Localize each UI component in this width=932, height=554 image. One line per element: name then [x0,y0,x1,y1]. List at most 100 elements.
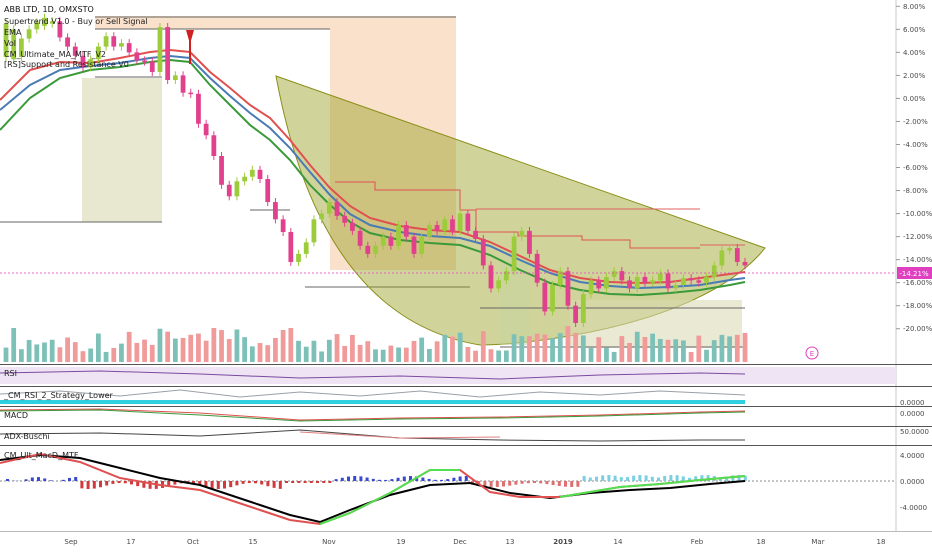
candle-body [650,280,655,282]
volume-bar [612,352,617,362]
volume-bar [458,333,463,362]
volume-bar [342,346,347,362]
candle-body [296,254,301,262]
histogram-bar [638,475,641,481]
volume-bar [134,343,139,362]
histogram-bar [235,481,238,485]
x-tick-label: Dec [453,538,467,546]
cmrsi-label[interactable]: _CM_RSI_2_Strategy_Lower [3,391,114,400]
indicator-label-2[interactable]: Vol [4,39,16,48]
volume-bar [50,340,55,362]
candle-body [127,43,132,52]
cmrsi-band [0,400,745,404]
candle-body [342,216,347,223]
candle-body [619,271,624,280]
volume-bar [188,335,193,362]
y-tick-label: -18.00% [903,302,932,310]
volume-bar [527,336,532,362]
candle-body [165,27,170,80]
adx-tick: 50.0000 [900,428,929,436]
histogram-bar [539,481,542,483]
volume-bar [34,344,39,362]
y-tick-label: -20.00% [903,325,932,333]
rsi-band [0,367,896,384]
volume-bar [365,341,370,362]
histogram-bar [428,479,431,481]
indicator-label-1[interactable]: EMA [4,28,22,37]
volume-bar [489,349,494,362]
x-tick-label: 19 [397,538,406,546]
candle-body [204,124,209,136]
histogram-bar [372,479,375,481]
volume-bar [250,346,255,362]
rsi-label[interactable]: RSI [4,369,17,378]
macd-label[interactable]: MACD [4,411,28,420]
volume-bar [219,330,224,362]
candle-body [658,273,663,280]
candle-body [596,280,601,288]
histogram-bar [6,479,9,481]
y-tick-label: 8.00% [903,3,926,11]
volume-bar [350,335,355,362]
candle-body [158,27,163,72]
candle-body [250,170,255,177]
indicator-label-4[interactable]: [RS]Support and Resistance V0 [4,60,129,69]
y-tick-label: -14.00% [903,256,932,264]
volume-bar [288,328,293,362]
candle-body [373,246,378,254]
volume-bar [96,334,101,362]
candle-body [288,232,293,262]
volume-bar [681,340,686,362]
volume-bar [242,337,247,362]
candle-body [350,223,355,231]
indicator-label-0[interactable]: Supertrend V1.0 - Buy or Sell Signal [4,17,148,26]
candle-body [273,202,278,219]
cmrsi-tick: 0.0000 [900,399,925,407]
volume-bar [204,341,209,362]
histogram-bar [595,477,598,481]
y-tick-label: -2.00% [903,118,928,126]
histogram-bar [446,479,449,481]
candle-body [227,185,232,197]
volume-bar [265,345,270,362]
y-tick-label: -10.00% [903,210,932,218]
volume-bar [619,336,624,362]
volume-bar [73,342,78,362]
indicator-label-3[interactable]: CM_Ultimate_MA_MTF_V2 [4,50,106,59]
volume-bar [173,339,178,362]
histogram-bar [341,478,344,481]
volume-bar [650,334,655,362]
volume-bar [81,351,86,362]
adx-label[interactable]: ADX-Buschi [4,432,50,441]
volume-bar [65,337,70,362]
x-tick-label: 18 [877,538,886,546]
histogram-bar [31,477,34,481]
histogram-bar [601,475,604,481]
cmmacd-label[interactable]: CM_Ult_MacD_MTF [4,451,79,460]
histogram-bar [25,479,28,481]
candle-body [735,248,740,262]
volume-bar [4,348,9,362]
candle-body [404,225,409,237]
candle-body [581,294,586,323]
histogram-bar [74,477,77,481]
volume-bar [304,347,309,362]
histogram-bar [279,481,282,489]
volume-bar [450,337,455,362]
candle-body [312,219,317,242]
histogram-bar [626,477,629,481]
candle-body [335,202,340,216]
candle-body [211,135,216,156]
candle-body [589,280,594,294]
volume-bar [512,334,517,362]
histogram-bar [304,481,307,483]
candle-body [181,75,186,92]
volume-bar [435,341,440,362]
macd-line [0,410,745,421]
histogram-bar [527,481,530,483]
y-tick-label: 0.00% [903,95,926,103]
histogram-bar [130,481,133,484]
candle-body [319,214,324,220]
candle-body [512,237,517,272]
histogram-bar [669,475,672,481]
